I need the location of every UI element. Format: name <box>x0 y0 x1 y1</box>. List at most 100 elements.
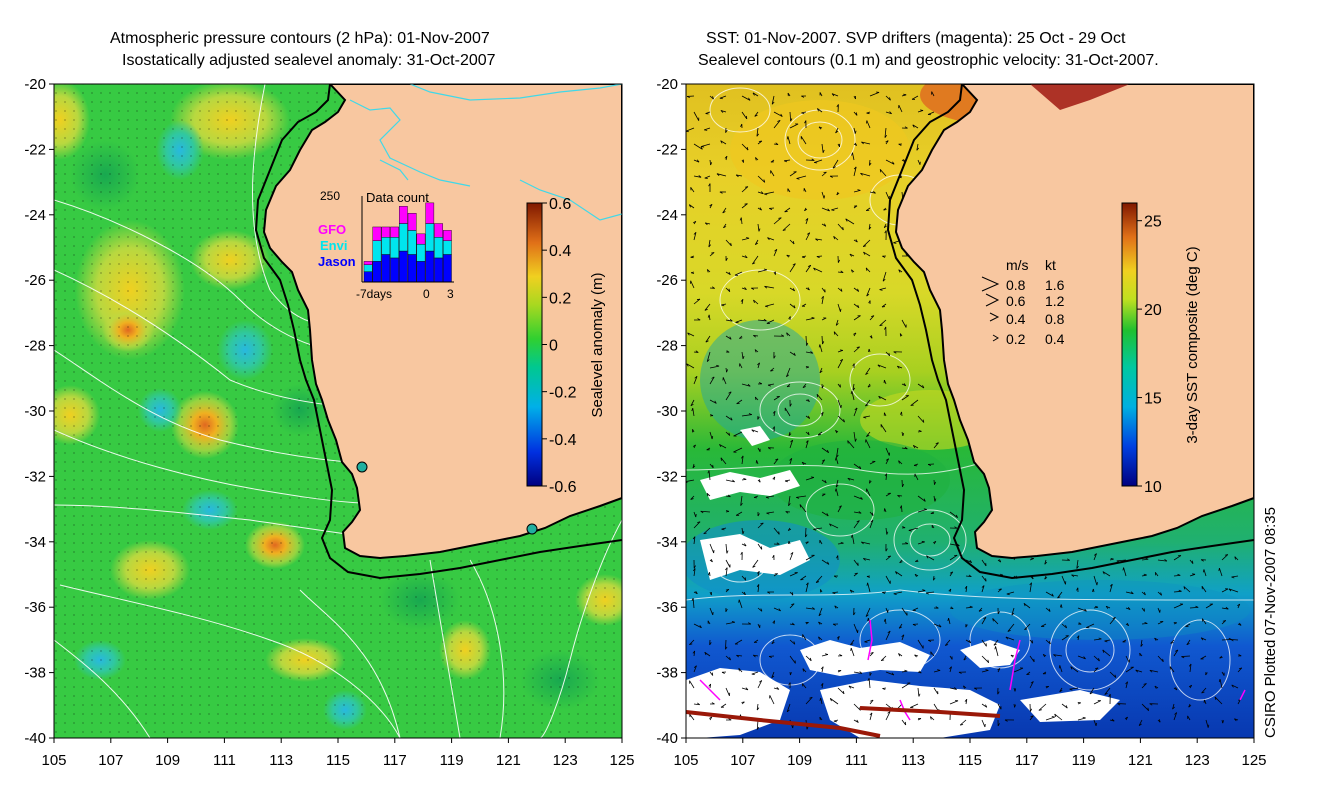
y-tick-label: -36 <box>24 599 46 616</box>
x-tick-label: 111 <box>845 752 868 769</box>
x-tick-label: 105 <box>673 752 698 769</box>
inset-bar-gfo <box>390 226 399 238</box>
y-tick-label: -24 <box>656 207 678 224</box>
y-tick-label: -28 <box>24 338 46 355</box>
y-tick-label: -22 <box>656 141 678 158</box>
inset-bar-gfo <box>434 223 443 238</box>
y-tick-label: -20 <box>656 76 678 93</box>
inset-bar-envi <box>399 223 408 252</box>
inset-bar-gfo <box>399 206 408 224</box>
inset-xlabel-end: 3 <box>447 287 454 301</box>
velocity-legend: m/s kt 0.8 1.6 0.6 1.2 0.4 0.8 0.2 0.4 <box>981 257 1065 347</box>
colorbar-tick-label: 0.2 <box>549 290 571 307</box>
y-tick-label: -34 <box>656 534 678 551</box>
x-tick-label: 125 <box>1241 752 1266 769</box>
legend-arrow-0.2 <box>992 334 999 342</box>
inset-bar-jason <box>434 257 443 283</box>
y-tick-label: -34 <box>24 534 46 551</box>
x-tick-label: 113 <box>269 752 293 769</box>
right-x-axis: 105 107 109 111 113 115 117 119 121 123 125 <box>673 738 1267 769</box>
colorbar-tick-label: -0.4 <box>549 432 577 449</box>
shelf-contour-right <box>886 84 1254 580</box>
x-tick-label: 121 <box>496 752 521 769</box>
y-tick-label: -38 <box>656 665 678 682</box>
legend-arrow-0.4 <box>989 312 1000 322</box>
y-tick-label: -36 <box>656 599 678 616</box>
legend-arrow-0.8 <box>981 276 1000 292</box>
colorbar-tick-label: 20 <box>1144 302 1162 319</box>
right-map <box>686 84 1254 738</box>
colorbar-tick-label: 10 <box>1144 479 1162 496</box>
inset-title: Data count <box>366 190 429 205</box>
colorbar-tick-label: 15 <box>1144 391 1162 408</box>
y-tick-label: -26 <box>656 272 678 289</box>
velocity-legend-row-kt: 0.4 <box>1045 331 1065 347</box>
velocity-legend-ms-header: m/s <box>1006 257 1029 273</box>
sst-colorbar-ramp <box>1121 202 1138 487</box>
sst-colorbar: 25 20 15 10 3-day SST composite (deg C) <box>1121 202 1201 496</box>
shelf-contour <box>254 84 622 580</box>
x-tick-label: 123 <box>1185 752 1210 769</box>
x-tick-label: 123 <box>553 752 578 769</box>
inset-bar-gfo <box>416 233 426 245</box>
x-tick-label: 107 <box>98 752 123 769</box>
velocity-legend-row-kt: 1.6 <box>1045 277 1065 293</box>
x-tick-label: 117 <box>383 752 407 769</box>
inset-bar-jason <box>399 250 408 283</box>
y-tick-label: -32 <box>24 468 46 485</box>
left-map <box>54 84 622 738</box>
left-title-line2: Isostatically adjusted sealevel anomaly:… <box>122 52 496 69</box>
inset-bar-envi <box>363 264 373 272</box>
colorbar-tick-label: 0.4 <box>549 243 571 260</box>
velocity-legend-row-kt: 0.8 <box>1045 311 1065 327</box>
x-tick-label: 105 <box>41 752 66 769</box>
x-tick-label: 115 <box>958 752 982 769</box>
y-tick-label: -26 <box>24 272 46 289</box>
colorbar-tick-label: 0 <box>549 338 558 355</box>
y-tick-label: -30 <box>24 403 46 420</box>
sla-colorbar: 0.6 0.4 0.2 0 -0.2 -0.4 -0.6 Sealevel anomaly … <box>526 196 606 496</box>
colorbar-tick-label: 25 <box>1144 214 1162 231</box>
y-tick-label: -40 <box>24 730 46 747</box>
inset-bar-gfo <box>363 261 373 265</box>
tide-gauge-albany <box>526 523 538 535</box>
x-tick-label: 125 <box>609 752 634 769</box>
y-tick-label: -38 <box>24 665 46 682</box>
inset-bar-jason <box>443 254 452 283</box>
x-tick-label: 117 <box>1015 752 1039 769</box>
sla-colorbar-ramp <box>526 202 543 487</box>
satellite-swath-edge <box>686 706 1001 738</box>
australia-land-right <box>894 84 1254 560</box>
right-title-line2: Sealevel contours (0.1 m) and geostrophi… <box>698 52 1159 69</box>
sst-colorbar-label: 3-day SST composite (deg C) <box>1184 246 1201 443</box>
left-title-line1: Atmospheric pressure contours (2 hPa): 0… <box>110 30 490 47</box>
velocity-legend-row: 0.6 <box>1006 293 1026 309</box>
data-count-inset: 250 Data count GFO Envi Jason -7days 0 3 <box>318 189 454 301</box>
inset-bar-jason <box>425 250 435 283</box>
inset-bar-jason <box>381 254 391 283</box>
inset-bar-gfo <box>443 230 452 241</box>
x-tick-label: 119 <box>440 752 464 769</box>
inset-bar-jason <box>390 257 399 283</box>
velocity-legend-row-kt: 1.2 <box>1045 293 1065 309</box>
x-tick-label: 115 <box>326 752 350 769</box>
inset-bar-jason <box>363 271 373 283</box>
x-tick-label: 113 <box>901 752 925 769</box>
colorbar-tick-label: 0.6 <box>549 196 571 213</box>
y-tick-label: -20 <box>24 76 46 93</box>
inset-bar-envi <box>434 237 443 259</box>
x-tick-label: 121 <box>1128 752 1153 769</box>
inset-ymax: 250 <box>320 189 340 203</box>
y-tick-label: -32 <box>656 468 678 485</box>
y-tick-label: -28 <box>656 338 678 355</box>
inset-bar-envi <box>443 240 452 255</box>
velocity-legend-row: 0.2 <box>1006 331 1026 347</box>
tide-gauge-fremantle <box>356 461 368 473</box>
velocity-legend-row: 0.8 <box>1006 277 1026 293</box>
velocity-legend-row: 0.4 <box>1006 311 1026 327</box>
left-x-axis: 105 107 109 111 113 115 117 119 121 123 125 <box>41 738 635 769</box>
x-tick-label: 107 <box>730 752 755 769</box>
colorbar-tick-label: -0.6 <box>549 479 577 496</box>
inset-xlabel-start: -7days <box>356 287 392 301</box>
